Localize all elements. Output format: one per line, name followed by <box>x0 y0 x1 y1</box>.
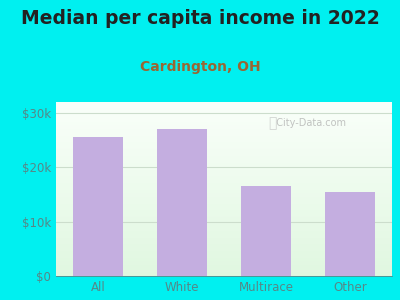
Bar <box>241 186 291 276</box>
Text: ⦿: ⦿ <box>268 116 277 130</box>
Text: Median per capita income in 2022: Median per capita income in 2022 <box>21 9 379 28</box>
Bar <box>325 192 375 276</box>
Text: City-Data.com: City-Data.com <box>270 118 346 128</box>
Bar <box>157 129 207 276</box>
Text: Cardington, OH: Cardington, OH <box>140 60 260 74</box>
Bar <box>73 137 123 276</box>
